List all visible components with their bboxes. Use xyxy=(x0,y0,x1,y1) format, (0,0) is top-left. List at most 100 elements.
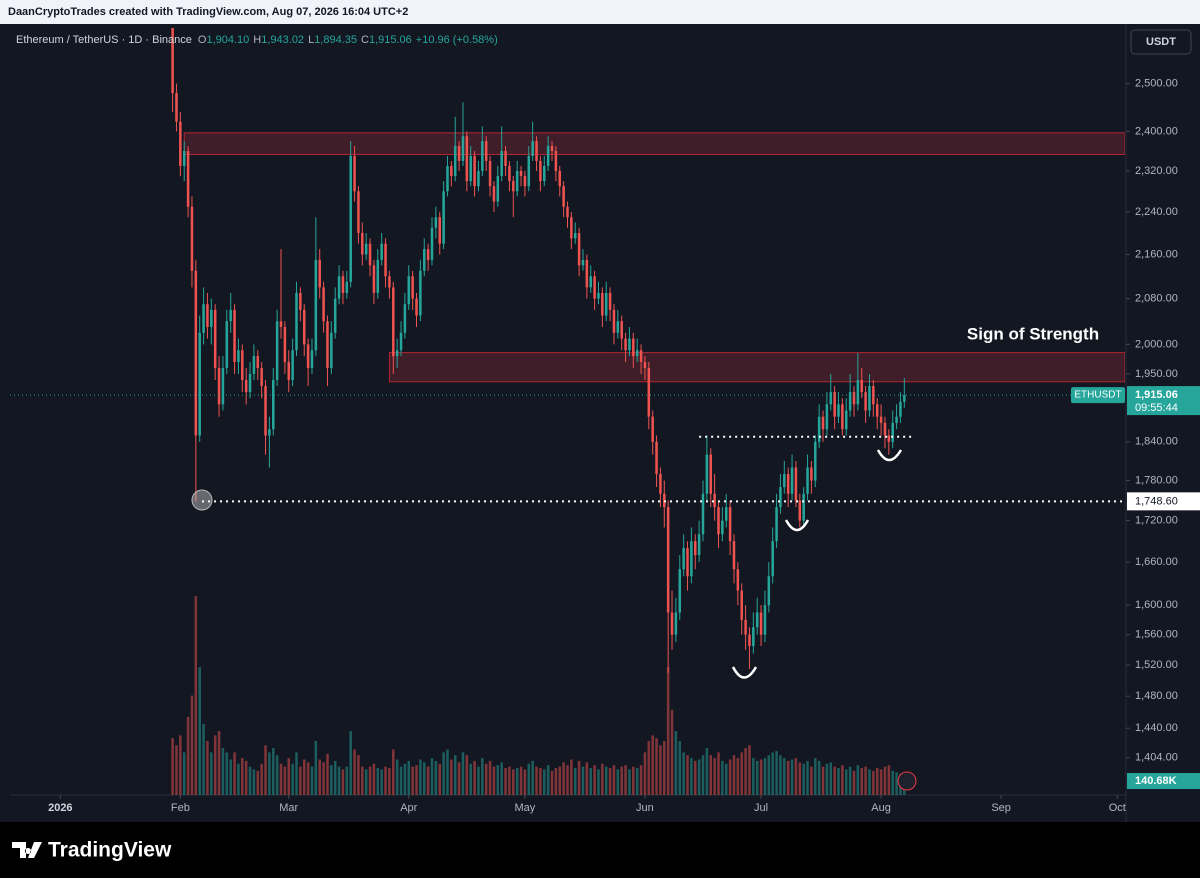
candle-body xyxy=(713,493,716,508)
candle-body xyxy=(643,362,647,368)
candle-body xyxy=(361,233,364,255)
candle-body xyxy=(221,367,225,405)
candle-body xyxy=(496,176,500,202)
candle-body xyxy=(527,155,531,187)
candle-body xyxy=(260,367,263,387)
candle-body xyxy=(322,287,325,322)
candle-body xyxy=(903,395,906,402)
volume-bar xyxy=(558,766,562,795)
candle-body xyxy=(252,356,256,374)
candle-body xyxy=(465,136,469,182)
volume-bar xyxy=(484,763,488,795)
bottom-arc xyxy=(784,519,810,532)
candle-body xyxy=(229,309,232,322)
candle-body xyxy=(388,276,391,288)
candle-body xyxy=(717,507,720,535)
x-tick-label: Oct xyxy=(1109,802,1126,814)
y-tick-label: 1,520.00 xyxy=(1135,659,1178,671)
candle-body xyxy=(550,146,554,152)
candle-body xyxy=(279,321,283,327)
volume-bar xyxy=(686,755,689,795)
candle-body xyxy=(442,191,445,244)
y-tick-label: 1,660.00 xyxy=(1135,556,1178,568)
volume-bar xyxy=(264,745,267,795)
candle-body xyxy=(330,332,333,368)
candle-body xyxy=(864,392,867,411)
volume-bar xyxy=(755,760,759,795)
bottom-arc xyxy=(731,666,758,679)
volume-bar xyxy=(430,758,434,795)
candle-body xyxy=(272,379,275,430)
candle-body xyxy=(213,309,217,368)
x-tick-label: Apr xyxy=(400,802,417,814)
candle-body xyxy=(543,165,546,182)
candle-body xyxy=(179,121,182,166)
ohlc-value: 1,894.35 xyxy=(314,34,357,46)
candle-body xyxy=(875,404,879,417)
candle-body xyxy=(891,422,894,442)
y-tick-label: 1,480.00 xyxy=(1135,690,1178,702)
volume-bar xyxy=(299,766,302,795)
volume-bar xyxy=(237,763,240,795)
level-label-box xyxy=(1127,492,1200,511)
volume-bar xyxy=(740,752,743,795)
volume-bar xyxy=(364,769,368,795)
volume-bar xyxy=(632,766,635,795)
alert-icon[interactable] xyxy=(897,771,917,791)
candle-body xyxy=(186,151,190,207)
candle-body xyxy=(570,217,573,239)
candle-body xyxy=(504,151,507,166)
volume-bar xyxy=(217,731,221,795)
candle-body xyxy=(182,151,186,166)
currency-button[interactable] xyxy=(1130,29,1192,55)
volume-bar xyxy=(554,768,558,795)
candle-body xyxy=(461,136,465,161)
candle-body xyxy=(318,259,321,288)
volume-bar xyxy=(663,741,666,795)
volume-bar xyxy=(492,766,496,795)
x-tick-label: 2026 xyxy=(48,802,72,814)
volume-bar xyxy=(682,752,685,795)
volume-bar xyxy=(190,695,194,795)
volume-bar xyxy=(612,765,616,795)
candle-body xyxy=(895,416,898,423)
x-tick-label: Aug xyxy=(871,802,891,814)
candle-body xyxy=(225,321,229,368)
volume-bar xyxy=(411,766,414,795)
candle-body xyxy=(357,191,360,234)
volume-bar xyxy=(717,752,720,795)
volume-bar xyxy=(655,738,658,795)
candle-body xyxy=(403,304,407,333)
candle-body xyxy=(829,392,833,405)
candle-body xyxy=(244,379,248,393)
candle-body xyxy=(535,141,538,161)
volume-bar xyxy=(415,765,418,795)
volume-bar xyxy=(318,759,321,795)
volume-bar xyxy=(550,770,554,795)
volume-bar xyxy=(442,752,445,795)
volume-bar xyxy=(388,768,391,795)
candle-body xyxy=(899,401,902,417)
y-tick-label: 1,404.00 xyxy=(1135,752,1178,764)
volume-bar xyxy=(810,766,813,795)
volume-bar xyxy=(361,766,364,795)
candle-body xyxy=(419,270,422,316)
candle-body xyxy=(883,422,887,436)
ohlc-value: 1,904.10 xyxy=(206,34,249,46)
candle-body xyxy=(593,276,596,299)
candle-body xyxy=(217,367,221,405)
candle-body xyxy=(790,467,794,494)
volume-bar xyxy=(368,766,372,795)
candle-body xyxy=(821,416,825,430)
symbol: Ethereum / TetherUS · 1D · Binance xyxy=(16,34,192,46)
candle-body xyxy=(508,165,511,182)
candle-body xyxy=(558,170,562,187)
volume-bar xyxy=(887,765,891,795)
candle-body xyxy=(810,467,813,481)
y-tick-label: 1,780.00 xyxy=(1135,474,1178,486)
candle-body xyxy=(194,270,198,436)
volume-bar xyxy=(879,769,883,795)
currency[interactable]: USDT xyxy=(1146,36,1176,48)
candle-body xyxy=(446,165,449,192)
candle-body xyxy=(647,367,651,417)
